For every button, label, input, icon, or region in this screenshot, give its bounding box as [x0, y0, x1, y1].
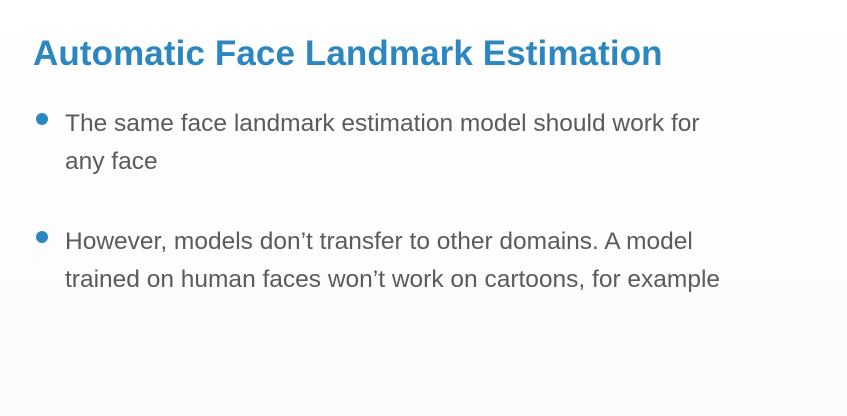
slide-title: Automatic Face Landmark Estimation [33, 34, 663, 73]
bullet-item: However, models don’t transfer to other … [35, 223, 815, 299]
bullet-item: The same face landmark estimation model … [35, 105, 815, 181]
bullet-dot-icon [36, 231, 48, 243]
bullet-list: The same face landmark estimation model … [35, 105, 815, 341]
bullet-dot-icon [36, 113, 48, 125]
bullet-text-line: However, models don’t transfer to other … [65, 228, 693, 255]
bullet-text-line: The same face landmark estimation model … [65, 110, 700, 137]
bullet-text-line: any face [65, 148, 158, 175]
bullet-text-line: trained on human faces won’t work on car… [65, 266, 721, 293]
